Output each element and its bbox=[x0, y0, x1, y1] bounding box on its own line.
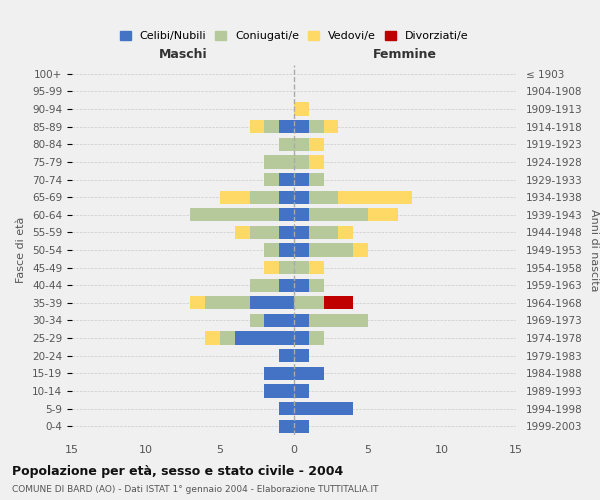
Bar bbox=[265, 314, 294, 327]
Bar bbox=[323, 120, 338, 134]
Bar bbox=[294, 138, 309, 151]
Bar bbox=[235, 226, 250, 239]
Bar bbox=[294, 173, 309, 186]
Bar bbox=[265, 173, 279, 186]
Bar bbox=[338, 190, 412, 204]
Bar bbox=[309, 190, 338, 204]
Bar bbox=[309, 314, 368, 327]
Bar bbox=[265, 156, 294, 168]
Bar bbox=[309, 226, 338, 239]
Bar bbox=[294, 420, 309, 433]
Bar bbox=[250, 314, 265, 327]
Bar bbox=[279, 261, 294, 274]
Bar bbox=[279, 349, 294, 362]
Bar bbox=[294, 402, 353, 415]
Bar bbox=[250, 278, 279, 292]
Bar bbox=[265, 244, 279, 256]
Bar bbox=[250, 226, 279, 239]
Bar bbox=[294, 226, 309, 239]
Bar bbox=[250, 296, 294, 310]
Bar bbox=[279, 173, 294, 186]
Bar bbox=[294, 208, 309, 222]
Bar bbox=[294, 156, 309, 168]
Bar bbox=[205, 332, 220, 344]
Bar bbox=[309, 278, 323, 292]
Bar bbox=[309, 173, 323, 186]
Bar bbox=[279, 420, 294, 433]
Bar bbox=[294, 102, 309, 116]
Bar bbox=[279, 208, 294, 222]
Bar bbox=[279, 244, 294, 256]
Bar bbox=[294, 384, 309, 398]
Bar bbox=[235, 332, 294, 344]
Bar bbox=[279, 120, 294, 134]
Bar bbox=[250, 190, 279, 204]
Bar bbox=[309, 156, 323, 168]
Legend: Celibi/Nubili, Coniugati/e, Vedovi/e, Divorziati/e: Celibi/Nubili, Coniugati/e, Vedovi/e, Di… bbox=[115, 26, 473, 46]
Bar bbox=[323, 296, 353, 310]
Bar bbox=[294, 244, 309, 256]
Bar bbox=[353, 244, 368, 256]
Bar bbox=[309, 120, 323, 134]
Bar bbox=[294, 278, 309, 292]
Bar bbox=[265, 384, 294, 398]
Bar bbox=[265, 120, 279, 134]
Y-axis label: Fasce di età: Fasce di età bbox=[16, 217, 26, 283]
Bar bbox=[250, 120, 265, 134]
Bar bbox=[294, 190, 309, 204]
Bar bbox=[279, 226, 294, 239]
Bar bbox=[279, 190, 294, 204]
Bar bbox=[279, 138, 294, 151]
Bar bbox=[220, 332, 235, 344]
Bar bbox=[294, 366, 323, 380]
Bar bbox=[294, 296, 323, 310]
Text: Popolazione per età, sesso e stato civile - 2004: Popolazione per età, sesso e stato civil… bbox=[12, 465, 343, 478]
Bar bbox=[190, 208, 279, 222]
Bar bbox=[309, 244, 353, 256]
Bar bbox=[309, 332, 323, 344]
Bar bbox=[279, 402, 294, 415]
Bar bbox=[294, 120, 309, 134]
Y-axis label: Anni di nascita: Anni di nascita bbox=[589, 209, 599, 291]
Bar bbox=[279, 278, 294, 292]
Bar bbox=[338, 226, 353, 239]
Bar bbox=[368, 208, 398, 222]
Bar bbox=[294, 349, 309, 362]
Text: Maschi: Maschi bbox=[158, 48, 208, 62]
Text: Femmine: Femmine bbox=[373, 48, 437, 62]
Bar bbox=[294, 261, 309, 274]
Bar bbox=[265, 366, 294, 380]
Bar bbox=[294, 332, 309, 344]
Bar bbox=[309, 261, 323, 274]
Bar bbox=[205, 296, 250, 310]
Bar bbox=[190, 296, 205, 310]
Bar bbox=[309, 138, 323, 151]
Bar bbox=[265, 261, 279, 274]
Bar bbox=[309, 208, 368, 222]
Bar bbox=[294, 314, 309, 327]
Text: COMUNE DI BARD (AO) - Dati ISTAT 1° gennaio 2004 - Elaborazione TUTTITALIA.IT: COMUNE DI BARD (AO) - Dati ISTAT 1° genn… bbox=[12, 485, 379, 494]
Bar bbox=[220, 190, 250, 204]
